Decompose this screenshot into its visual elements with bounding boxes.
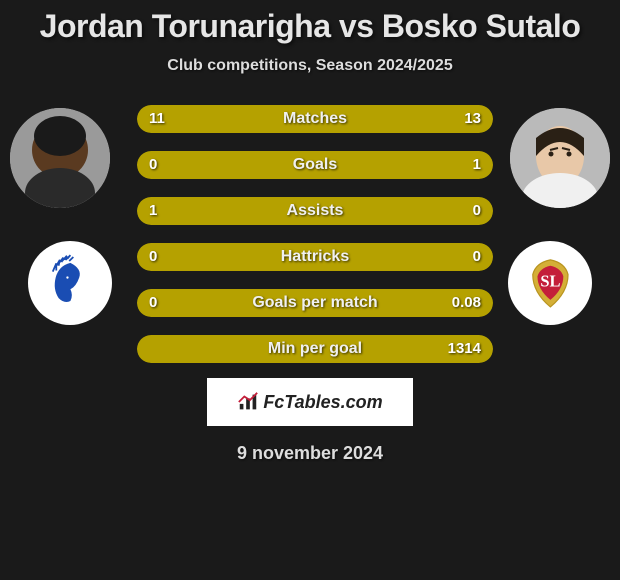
watermark-text: FcTables.com <box>263 392 382 413</box>
player-left-avatar <box>10 108 110 208</box>
comparison-card: Jordan Torunarigha vs Bosko Sutalo Club … <box>0 0 620 580</box>
indian-head-icon <box>41 254 100 313</box>
player-left-face-icon <box>10 108 110 208</box>
player-right-avatar <box>510 108 610 208</box>
stat-right-value: 0 <box>473 243 481 271</box>
stat-label: Min per goal <box>137 335 493 363</box>
stat-right-value: 0 <box>473 197 481 225</box>
stat-row: 0Goals per match0.08 <box>137 289 493 317</box>
stat-right-value: 1 <box>473 151 481 179</box>
stat-label: Goals per match <box>137 289 493 317</box>
page-subtitle: Club competitions, Season 2024/2025 <box>167 57 452 75</box>
stat-label: Matches <box>137 105 493 133</box>
stat-right-value: 13 <box>464 105 481 133</box>
stat-row: 1Assists0 <box>137 197 493 225</box>
svg-text:SL: SL <box>540 271 560 290</box>
watermark-badge: FcTables.com <box>207 378 413 426</box>
stat-row: 0Goals1 <box>137 151 493 179</box>
chart-icon <box>237 391 259 413</box>
stat-right-value: 0.08 <box>452 289 481 317</box>
stat-label: Goals <box>137 151 493 179</box>
player-right-face-icon <box>510 108 610 208</box>
stat-right-value: 1314 <box>448 335 481 363</box>
stat-label: Assists <box>137 197 493 225</box>
stat-row: 11Matches13 <box>137 105 493 133</box>
content-area: SL 11Matches130Goals11Assists00Hattricks… <box>0 93 620 580</box>
snapshot-date: 9 november 2024 <box>0 443 620 464</box>
player-left-club-badge <box>28 241 112 325</box>
player-right-club-badge: SL <box>508 241 592 325</box>
stat-row: 0Hattricks0 <box>137 243 493 271</box>
stat-row: Min per goal1314 <box>137 335 493 363</box>
standard-crest-icon: SL <box>521 254 580 313</box>
stat-bars: 11Matches130Goals11Assists00Hattricks00G… <box>137 105 493 381</box>
stat-label: Hattricks <box>137 243 493 271</box>
page-title: Jordan Torunarigha vs Bosko Sutalo <box>40 8 581 45</box>
